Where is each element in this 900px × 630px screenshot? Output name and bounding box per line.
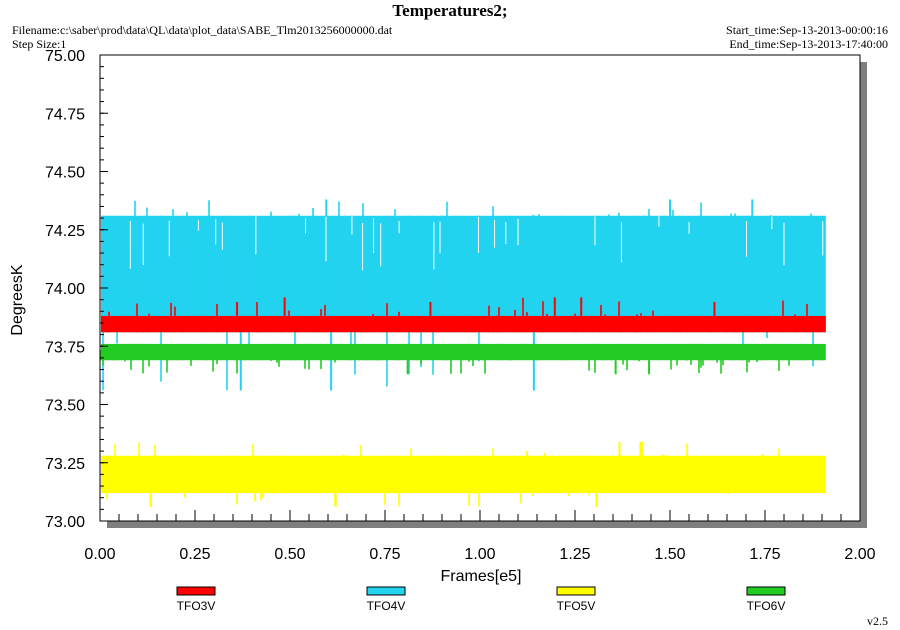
version-label: v2.5 <box>867 614 888 628</box>
series-band-tfo5v <box>101 455 826 494</box>
legend-item-tfo3v: TFO3V <box>176 586 216 613</box>
legend-swatch <box>366 586 406 596</box>
y-tick-label: 74.25 <box>45 223 85 240</box>
series-layer <box>100 199 826 508</box>
end-time-label: End_time:Sep-13-2013-17:40:00 <box>729 37 888 51</box>
start-time-label: Start_time:Sep-13-2013-00:00:16 <box>726 23 888 37</box>
legend-item-tfo6v: TFO6V <box>746 586 786 613</box>
legend-label: TFO3V <box>177 599 216 613</box>
legend-swatch <box>746 586 786 596</box>
y-tick-label: 75.00 <box>45 48 85 65</box>
x-tick-label: 0.00 <box>84 546 115 563</box>
x-tick-label: 1.75 <box>749 546 780 563</box>
legend-item-tfo4v: TFO4V <box>366 586 406 613</box>
axes-layer: 73.00 73.25 73.50 73.75 74.00 74.25 74.50 74.75… <box>9 48 876 585</box>
legend-label: TFO4V <box>367 599 406 613</box>
legend-swatch <box>176 586 216 596</box>
legend-item-tfo5v: TFO5V <box>556 586 596 613</box>
x-tick-label: 1.50 <box>654 546 685 563</box>
x-tick-label: 1.25 <box>559 546 590 563</box>
chart-title: Temperatures2; <box>392 1 508 20</box>
series-band-tfo3v <box>101 315 826 333</box>
y-axis-label: DegreesK <box>9 264 26 335</box>
series-tfo4v <box>101 199 826 391</box>
x-tick-label: 0.75 <box>369 546 400 563</box>
legend-label: TFO5V <box>557 599 596 613</box>
legend: TFO3V TFO4V TFO5V TFO6V <box>176 586 786 613</box>
x-axis-label: Frames[e5] <box>441 568 522 585</box>
y-tick-label: 74.00 <box>45 281 85 298</box>
y-tick-label: 73.25 <box>45 456 85 473</box>
y-tick-label: 74.50 <box>45 165 85 182</box>
y-tick-label: 73.00 <box>45 514 85 531</box>
x-tick-label: 0.50 <box>274 546 305 563</box>
step-size-label: Step Size:1 <box>12 37 67 51</box>
y-tick-label: 73.75 <box>45 339 85 356</box>
series-tfo3v <box>101 297 826 333</box>
tfo4v-gaps <box>129 216 824 271</box>
series-tfo6v <box>100 343 826 375</box>
y-tick-label: 74.75 <box>45 106 85 123</box>
x-tick-label: 0.25 <box>179 546 210 563</box>
x-tick-label: 2.00 <box>844 546 875 563</box>
legend-label: TFO6V <box>747 599 786 613</box>
x-tick-label: 1.00 <box>464 546 495 563</box>
y-tick-label: 73.50 <box>45 398 85 415</box>
series-tfo5v <box>101 441 826 508</box>
legend-swatch <box>556 586 596 596</box>
filename-label: Filename:c:\saber\prod\data\QL\data\plot… <box>12 23 393 37</box>
